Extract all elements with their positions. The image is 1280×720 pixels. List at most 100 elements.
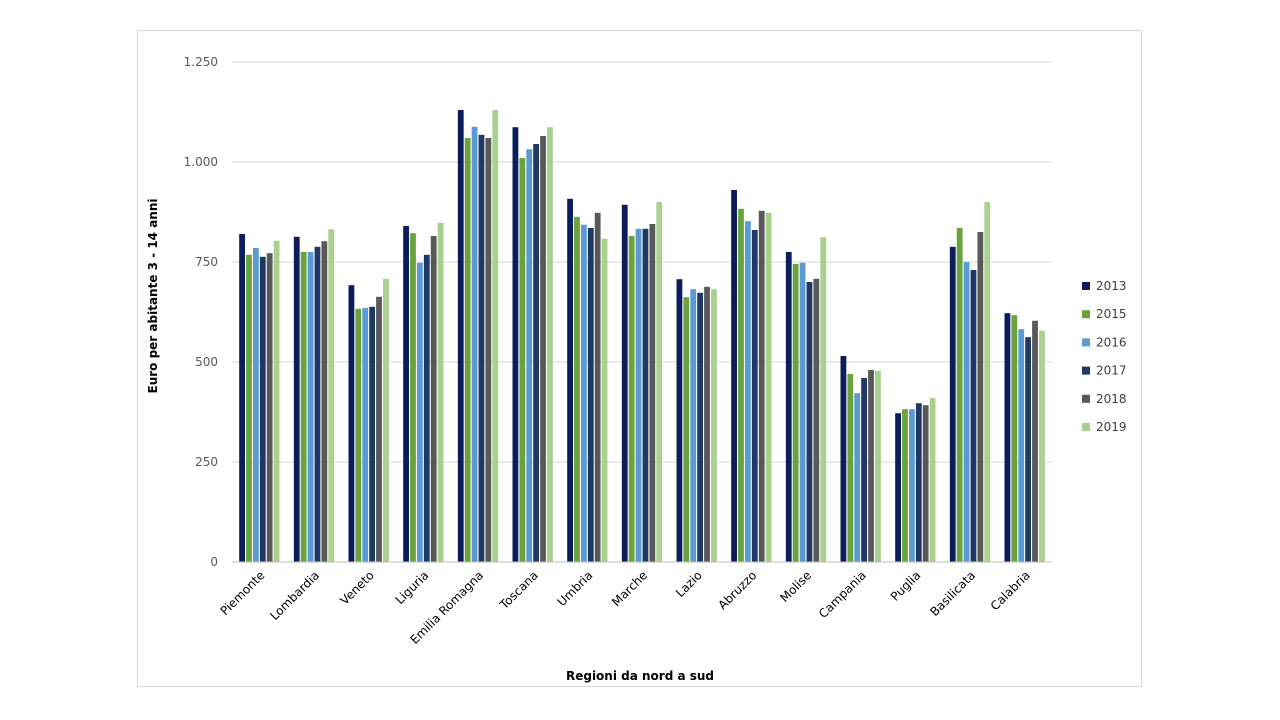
bar-2017 (970, 270, 977, 562)
bar-2013 (348, 285, 355, 562)
legend-label-2016: 2016 (1096, 335, 1127, 349)
y-axis-ticks: 0 250 500 750 1.000 1.250 (184, 55, 218, 569)
bar-2015 (519, 158, 526, 562)
bar-2017 (259, 256, 266, 562)
x-category-label: Puglia (888, 568, 924, 604)
bar-2016 (307, 252, 314, 562)
bar-2017 (533, 144, 540, 562)
bar-2019 (984, 202, 991, 562)
bar-2013 (567, 198, 573, 563)
bar-2015 (738, 208, 744, 563)
bar-2015 (956, 228, 963, 562)
x-category-label: Basilicata (927, 568, 978, 619)
bar-2015 (1011, 315, 1018, 562)
bar-2019 (437, 222, 444, 563)
bar-2017 (587, 228, 594, 562)
bar-2017 (478, 134, 485, 563)
bar-2015 (902, 409, 908, 562)
bar-2016 (908, 409, 915, 562)
bar-2018 (430, 236, 437, 562)
bar-2018 (376, 296, 382, 562)
x-category-label: Veneto (337, 568, 376, 607)
bar-2013 (403, 226, 409, 562)
x-category-label: Toscana (496, 568, 540, 612)
legend-label-2019: 2019 (1096, 420, 1127, 434)
y-tick-label: 1.250 (184, 55, 218, 69)
bar-2013 (1004, 313, 1011, 562)
x-category-label: Abruzzo (715, 568, 759, 612)
bar-2016 (744, 221, 751, 562)
bar-2019 (1039, 330, 1045, 562)
y-tick-label: 750 (195, 255, 218, 269)
bar-2013 (949, 246, 956, 563)
bar-2018 (1032, 320, 1038, 562)
x-category-label: Umbria (555, 568, 596, 609)
bar-2017 (423, 254, 430, 563)
legend-label-2015: 2015 (1096, 307, 1127, 321)
y-tick-label: 500 (195, 355, 218, 369)
bar-2018 (485, 138, 492, 562)
bar-2016 (1018, 329, 1025, 562)
bar-2018 (321, 241, 328, 562)
bar-2017 (915, 403, 922, 562)
bar-2016 (362, 308, 369, 562)
legend-swatch-2019 (1082, 423, 1090, 431)
legend: 2013 2015 2016 2017 2018 2019 (1082, 279, 1127, 434)
bar-2018 (594, 212, 601, 563)
bar-2013 (512, 127, 519, 562)
legend-swatch-2017 (1082, 366, 1090, 375)
x-category-label: Liguria (393, 568, 432, 607)
gridlines (232, 61, 1052, 463)
bar-2018 (649, 224, 656, 562)
bar-2018 (266, 253, 273, 562)
bar-2017 (314, 246, 321, 563)
legend-label-2013: 2013 (1096, 279, 1127, 293)
x-category-label: Piemonte (218, 568, 268, 618)
bar-2017 (697, 292, 704, 562)
bar-2017 (369, 306, 376, 562)
bar-2013 (457, 110, 464, 562)
bar-2016 (963, 262, 970, 562)
bar-2013 (621, 204, 628, 563)
bar-2019 (765, 212, 772, 563)
bar-2019 (547, 127, 553, 562)
bar-2015 (464, 138, 471, 562)
bar-2013 (785, 252, 792, 562)
bar-2018 (704, 286, 710, 562)
bar-2016 (416, 262, 423, 562)
x-category-label: Lazio (673, 568, 705, 600)
bar-2019 (929, 398, 936, 562)
bar-2015 (628, 236, 635, 562)
bar-2018 (540, 136, 546, 562)
bars (239, 110, 1045, 563)
bar-2019 (711, 289, 717, 562)
bar-2013 (731, 190, 737, 562)
y-axis-title: Euro per abitante 3 - 14 anni (146, 199, 160, 394)
bar-2015 (847, 374, 854, 562)
bar-2016 (526, 149, 533, 562)
bar-2019 (875, 370, 881, 562)
bar-2013 (840, 356, 847, 562)
bar-2016 (580, 224, 587, 563)
x-category-label: Campania (816, 568, 869, 621)
bar-2019 (492, 110, 499, 562)
bar-2019 (273, 240, 280, 563)
bar-2019 (328, 229, 335, 562)
legend-swatch-2016 (1082, 338, 1090, 347)
legend-label-2017: 2017 (1096, 364, 1127, 378)
bar-2017 (642, 228, 649, 563)
legend-swatch-2015 (1082, 310, 1090, 319)
bar-2019 (820, 237, 827, 562)
y-tick-label: 0 (210, 555, 218, 569)
bar-2015 (792, 264, 799, 562)
bar-2015 (574, 216, 580, 563)
bar-2013 (895, 413, 901, 562)
bar-2016 (854, 393, 861, 562)
x-category-label: Calabria (988, 568, 1033, 613)
bar-2017 (861, 378, 868, 562)
bar-2018 (813, 278, 820, 562)
bar-2018 (758, 210, 765, 563)
bar-2019 (383, 278, 389, 562)
bar-2019 (656, 202, 663, 562)
